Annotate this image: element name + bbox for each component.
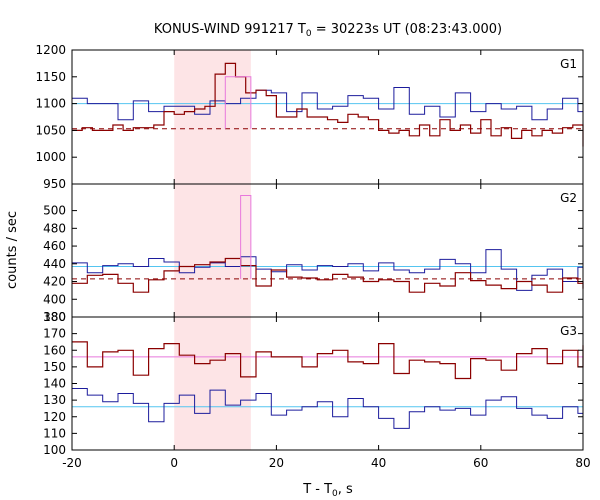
x-axis-label: T - T0, s <box>302 482 353 499</box>
panel-g1 <box>72 62 584 147</box>
g3-ytick-label: 110 <box>43 426 66 440</box>
g2-ytick-label: 400 <box>43 292 66 306</box>
xlabel-rest: , s <box>338 482 353 497</box>
g1-ytick-label: 950 <box>43 177 66 191</box>
g2-ytick-label: 480 <box>43 221 66 235</box>
panel-g2 <box>72 195 584 293</box>
g2-blue-series <box>72 249 584 291</box>
xtick-label: 20 <box>269 456 284 470</box>
g2-ytick-label: 380 <box>43 310 66 324</box>
chart-title: KONUS-WIND 991217 T0 = 30223s UT (08:23:… <box>154 22 502 39</box>
g1-panel-label: G1 <box>560 57 577 71</box>
xtick-label: 40 <box>371 456 386 470</box>
plot-frame: 95010001050110011501200G1380400420440460… <box>35 43 590 470</box>
g3-ytick-label: 100 <box>43 443 66 457</box>
highlight-region <box>174 50 251 450</box>
g2-panel-frame <box>71 183 584 318</box>
g2-red-series <box>72 257 584 293</box>
xlabel-subscript: 0 <box>332 489 338 499</box>
g2-panel-label: G2 <box>560 191 577 205</box>
g3-blue-series <box>72 388 584 429</box>
g1-red-series <box>72 62 584 147</box>
g3-ytick-label: 130 <box>43 393 66 407</box>
y-axis-label: counts / sec <box>5 211 20 289</box>
panel-g3 <box>72 341 584 429</box>
g2-ytick-label: 440 <box>43 257 66 271</box>
g3-ytick-label: 120 <box>43 410 66 424</box>
g3-red-series <box>72 341 584 380</box>
xtick-label: -20 <box>62 456 82 470</box>
highlight-rect <box>174 50 251 450</box>
g3-ytick-label: 160 <box>43 343 66 357</box>
g2-ytick-label: 460 <box>43 239 66 253</box>
g1-ytick-label: 1050 <box>35 123 66 137</box>
g1-blue-series <box>72 87 584 121</box>
g1-ytick-label: 1200 <box>35 43 66 57</box>
g3-ytick-label: 170 <box>43 327 66 341</box>
title-rest: = 30223s UT (08:23:43.000) <box>312 22 502 37</box>
g2-peak-segment <box>240 195 252 279</box>
g3-panel-label: G3 <box>560 324 577 338</box>
g3-ytick-label: 180 <box>43 310 66 324</box>
g2-ytick-label: 500 <box>43 204 66 218</box>
g1-peak-segment <box>224 76 252 129</box>
xtick-label: 0 <box>170 456 178 470</box>
g1-ytick-label: 1100 <box>35 97 66 111</box>
xtick-label: 60 <box>473 456 488 470</box>
g3-ytick-label: 140 <box>43 377 66 391</box>
g1-ytick-label: 1000 <box>35 150 66 164</box>
g1-ytick-label: 1150 <box>35 70 66 84</box>
g2-ytick-label: 420 <box>43 275 66 289</box>
g3-ytick-label: 150 <box>43 360 66 374</box>
xtick-label: 80 <box>575 456 590 470</box>
title-subscript: 0 <box>306 29 312 39</box>
g3-panel-frame <box>71 316 584 451</box>
panels <box>72 62 584 429</box>
